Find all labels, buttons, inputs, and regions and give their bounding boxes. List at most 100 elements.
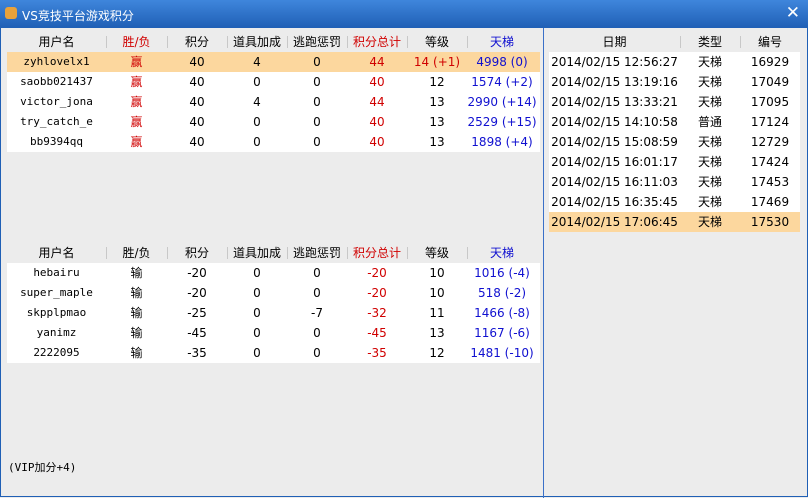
- table-cell: 输: [130, 286, 143, 300]
- table-cell: 13: [429, 135, 445, 149]
- table-cell: 40: [189, 115, 205, 129]
- column-header: 积分: [184, 35, 209, 49]
- column-header: 类型: [697, 35, 722, 49]
- column-header: 胜/负: [122, 35, 151, 49]
- table-cell: 天梯: [697, 135, 722, 149]
- header-separator: [740, 36, 741, 48]
- table-cell: 0: [313, 95, 321, 109]
- table-cell: 1016 (-4): [474, 266, 530, 280]
- table-cell: 1574 (+2): [471, 75, 533, 89]
- table-cell: 0: [253, 135, 261, 149]
- table-cell: 2014/02/15 12:56:27: [551, 55, 678, 69]
- table-cell: 4998 (0): [476, 55, 528, 69]
- table-cell: 0: [253, 75, 261, 89]
- header-separator: [167, 36, 168, 48]
- table-cell: 0: [313, 75, 321, 89]
- column-header: 编号: [757, 35, 782, 49]
- table-row[interactable]: [7, 303, 540, 323]
- table-row[interactable]: [7, 92, 540, 112]
- table-cell: 2014/02/15 17:06:45: [551, 215, 678, 229]
- table-cell: 输: [130, 326, 143, 340]
- table-row[interactable]: [549, 112, 800, 132]
- table-cell: 518 (-2): [477, 286, 527, 300]
- table-cell: 2014/02/15 15:08:59: [551, 135, 678, 149]
- table-cell: 17453: [750, 175, 790, 189]
- table-cell: 10: [429, 286, 445, 300]
- table-cell: 40: [189, 55, 205, 69]
- table-row[interactable]: [549, 212, 800, 232]
- header-separator: [467, 36, 468, 48]
- table-cell: -35: [187, 346, 207, 360]
- table-row[interactable]: [7, 112, 540, 132]
- table-cell: super_maple: [20, 286, 93, 299]
- table-cell: -45: [367, 326, 387, 340]
- table-cell: 天梯: [697, 55, 722, 69]
- table-cell: 17530: [750, 215, 790, 229]
- table-row[interactable]: [549, 172, 800, 192]
- column-header: 用户名: [38, 35, 75, 49]
- table-cell: 40: [369, 135, 385, 149]
- table-row[interactable]: [549, 152, 800, 172]
- table-cell: 天梯: [697, 75, 722, 89]
- table-cell: 赢: [130, 75, 143, 89]
- table-cell: 0: [313, 115, 321, 129]
- table-row[interactable]: [549, 132, 800, 152]
- table-cell: 赢: [130, 135, 143, 149]
- table-cell: hebairu: [33, 266, 80, 279]
- table-row[interactable]: [7, 132, 540, 152]
- table-cell: 天梯: [697, 195, 722, 209]
- header-separator: [106, 247, 107, 259]
- table-cell: 40: [189, 135, 205, 149]
- table-cell: victor_jona: [20, 95, 93, 108]
- close-button[interactable]: ✕: [785, 3, 800, 23]
- table-cell: 40: [189, 75, 205, 89]
- table-cell: skpplpmao: [26, 306, 87, 319]
- table-cell: 0: [313, 55, 321, 69]
- table-cell: 10: [429, 266, 445, 280]
- table-row[interactable]: [7, 72, 540, 92]
- table-cell: zyhlovelx1: [23, 55, 90, 68]
- table-cell: 17095: [750, 95, 790, 109]
- table-cell: -20: [367, 266, 387, 280]
- column-header: 等级: [424, 35, 449, 49]
- table-row[interactable]: [7, 52, 540, 72]
- header-separator: [106, 36, 107, 48]
- table-row[interactable]: [549, 52, 800, 72]
- header-separator: [287, 36, 288, 48]
- table-row[interactable]: [549, 192, 800, 212]
- table-cell: 17469: [750, 195, 790, 209]
- table-row[interactable]: [7, 343, 540, 363]
- table-cell: 2014/02/15 16:11:03: [551, 175, 678, 189]
- table-cell: 0: [253, 306, 261, 320]
- column-header: 用户名: [38, 246, 75, 260]
- table-cell: 0: [313, 346, 321, 360]
- table-cell: 2529 (+15): [467, 115, 537, 129]
- table-cell: 2014/02/15 16:01:17: [551, 155, 678, 169]
- table-row[interactable]: [549, 72, 800, 92]
- table-cell: 输: [130, 346, 143, 360]
- table-row[interactable]: [7, 263, 540, 283]
- column-header: 积分总计: [352, 35, 401, 49]
- table-row[interactable]: [7, 283, 540, 303]
- column-header: 天梯: [489, 35, 514, 49]
- table-cell: 40: [369, 75, 385, 89]
- table-cell: 4: [253, 55, 261, 69]
- header-separator: [467, 247, 468, 259]
- column-header: 积分总计: [352, 246, 401, 260]
- table-row[interactable]: [7, 323, 540, 343]
- table-cell: yanimz: [36, 326, 77, 339]
- table-cell: 2014/02/15 14:10:58: [551, 115, 678, 129]
- table-cell: 13: [429, 95, 445, 109]
- table-cell: 12: [429, 346, 445, 360]
- table-row[interactable]: [549, 92, 800, 112]
- table-cell: 天梯: [697, 215, 722, 229]
- panel-divider: [543, 28, 544, 498]
- table-cell: saobb021437: [20, 75, 93, 88]
- table-cell: 赢: [130, 115, 143, 129]
- column-header: 天梯: [489, 246, 514, 260]
- table-cell: 0: [313, 326, 321, 340]
- table-cell: 天梯: [697, 175, 722, 189]
- table-cell: 赢: [130, 95, 143, 109]
- table-cell: 输: [130, 306, 143, 320]
